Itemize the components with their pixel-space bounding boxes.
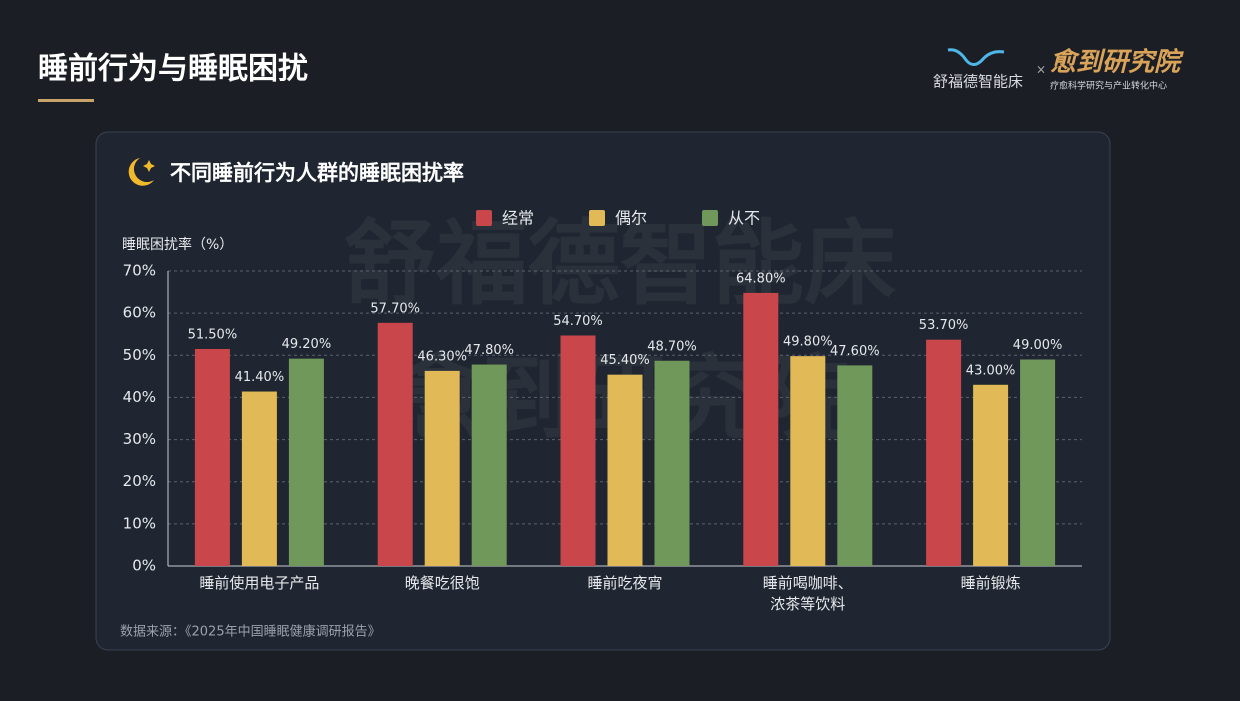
- y-tick-label: 40%: [123, 388, 156, 406]
- bar: [607, 374, 643, 566]
- legend-swatch: [476, 210, 492, 226]
- y-tick-label: 30%: [123, 430, 156, 448]
- y-tick-label: 10%: [123, 514, 156, 532]
- star-icon: [143, 160, 155, 172]
- bar: [926, 339, 962, 566]
- data-label: 45.40%: [600, 353, 650, 368]
- data-label: 64.80%: [736, 271, 786, 286]
- data-label: 48.70%: [647, 339, 697, 354]
- bar: [241, 391, 277, 566]
- page-title: 睡前行为与睡眠困扰: [38, 52, 308, 87]
- legend-swatch: [589, 210, 605, 226]
- bar: [790, 356, 826, 566]
- data-label: 49.20%: [282, 337, 332, 352]
- data-label: 57.70%: [370, 301, 420, 316]
- bar: [288, 358, 324, 566]
- chart-title: 不同睡前行为人群的睡眠困扰率: [170, 161, 464, 185]
- x-tick-label: 睡前使用电子产品: [199, 574, 319, 592]
- data-label: 43.00%: [966, 363, 1016, 378]
- brand-name: 舒福德智能床: [933, 73, 1023, 91]
- x-tick-label: 晚餐吃很饱: [405, 574, 480, 592]
- partner-name: 愈到研究院: [1050, 48, 1184, 78]
- partner-subtitle: 疗愈科学研究与产业转化中心: [1050, 80, 1167, 92]
- bar: [973, 384, 1009, 566]
- x-tick-label: 睡前喝咖啡、浓茶等饮料: [763, 574, 853, 613]
- y-tick-label: 20%: [123, 472, 156, 490]
- data-label: 53.70%: [919, 318, 969, 333]
- y-tick-label: 70%: [123, 262, 156, 280]
- bar: [377, 322, 413, 566]
- moon-icon: [128, 158, 154, 186]
- data-label: 47.80%: [464, 343, 514, 358]
- data-label: 41.40%: [235, 370, 285, 385]
- bar: [560, 335, 596, 566]
- data-label: 49.00%: [1013, 338, 1063, 353]
- bar: [194, 348, 230, 566]
- bar: [424, 370, 460, 566]
- legend-label: 经常: [502, 209, 534, 228]
- watermark: 舒福德智能床: [344, 210, 896, 317]
- data-label: 47.60%: [830, 344, 880, 359]
- data-label: 54.70%: [553, 314, 603, 329]
- x-tick-label: 睡前锻炼: [961, 574, 1021, 592]
- bar: [743, 292, 779, 566]
- y-tick-label: 0%: [132, 557, 156, 575]
- y-tick-label: 50%: [123, 346, 156, 364]
- data-label: 49.80%: [783, 335, 833, 350]
- brand-logo: [947, 48, 1005, 66]
- legend-label: 从不: [728, 209, 760, 228]
- y-axis-label: 睡眠困扰率（%）: [122, 236, 233, 253]
- legend-swatch: [702, 210, 718, 226]
- bar: [654, 360, 690, 566]
- source-note: 数据来源：《2025年中国睡眠健康调研报告》: [120, 624, 381, 640]
- legend-label: 偶尔: [615, 209, 647, 228]
- bar: [471, 364, 507, 566]
- x-tick-label: 睡前吃夜宵: [587, 574, 662, 592]
- data-label: 46.30%: [417, 349, 467, 364]
- y-tick-label: 60%: [123, 304, 156, 322]
- bar: [837, 365, 873, 566]
- data-label: 51.50%: [188, 327, 238, 342]
- title-underline: [38, 99, 94, 102]
- bar: [1020, 359, 1056, 566]
- separator: ×: [1036, 63, 1046, 77]
